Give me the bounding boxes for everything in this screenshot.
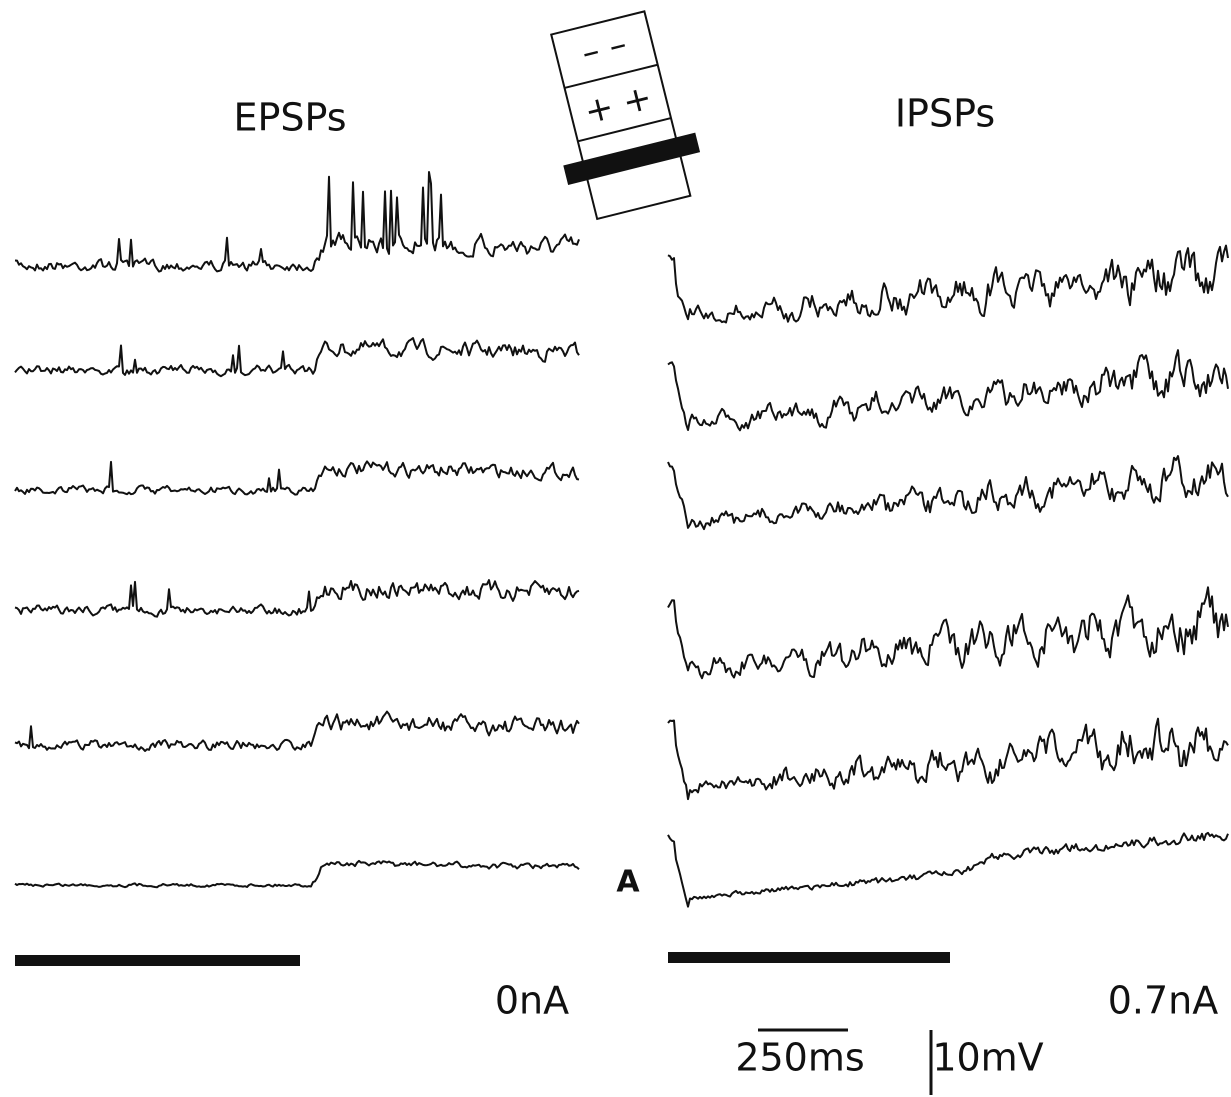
trace-marker: A <box>616 865 640 900</box>
scale-label: 10mV <box>932 1036 1043 1080</box>
voltage-trace <box>667 586 1229 680</box>
voltage-trace <box>667 831 1229 908</box>
voltage-trace <box>14 337 580 378</box>
voltage-trace <box>14 859 580 889</box>
voltage-trace <box>667 717 1229 801</box>
voltage-trace <box>14 460 580 496</box>
current-label: 0nA <box>495 979 569 1023</box>
panel-title: EPSPs <box>233 96 346 140</box>
stimulus-bar <box>668 952 950 963</box>
stimulus-bar <box>15 955 300 966</box>
voltage-trace <box>667 349 1229 432</box>
voltage-trace <box>14 171 580 273</box>
traces <box>14 171 1229 908</box>
voltage-trace <box>14 710 580 752</box>
voltage-trace <box>14 579 580 618</box>
voltage-trace <box>667 244 1229 324</box>
voltage-trace <box>667 455 1229 531</box>
scale-label: 250ms <box>735 1036 864 1080</box>
electrode: – – + + <box>550 10 701 221</box>
current-label: 0.7nA <box>1108 979 1219 1023</box>
panel-title: IPSPs <box>895 92 995 136</box>
